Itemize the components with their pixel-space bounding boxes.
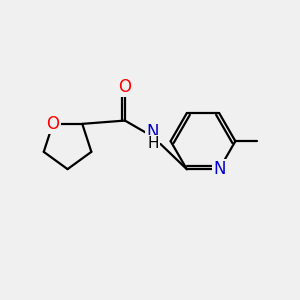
- Text: H: H: [147, 136, 159, 151]
- Text: O: O: [118, 78, 131, 96]
- Text: N: N: [213, 160, 225, 178]
- Text: O: O: [46, 115, 59, 133]
- Text: N: N: [147, 123, 159, 141]
